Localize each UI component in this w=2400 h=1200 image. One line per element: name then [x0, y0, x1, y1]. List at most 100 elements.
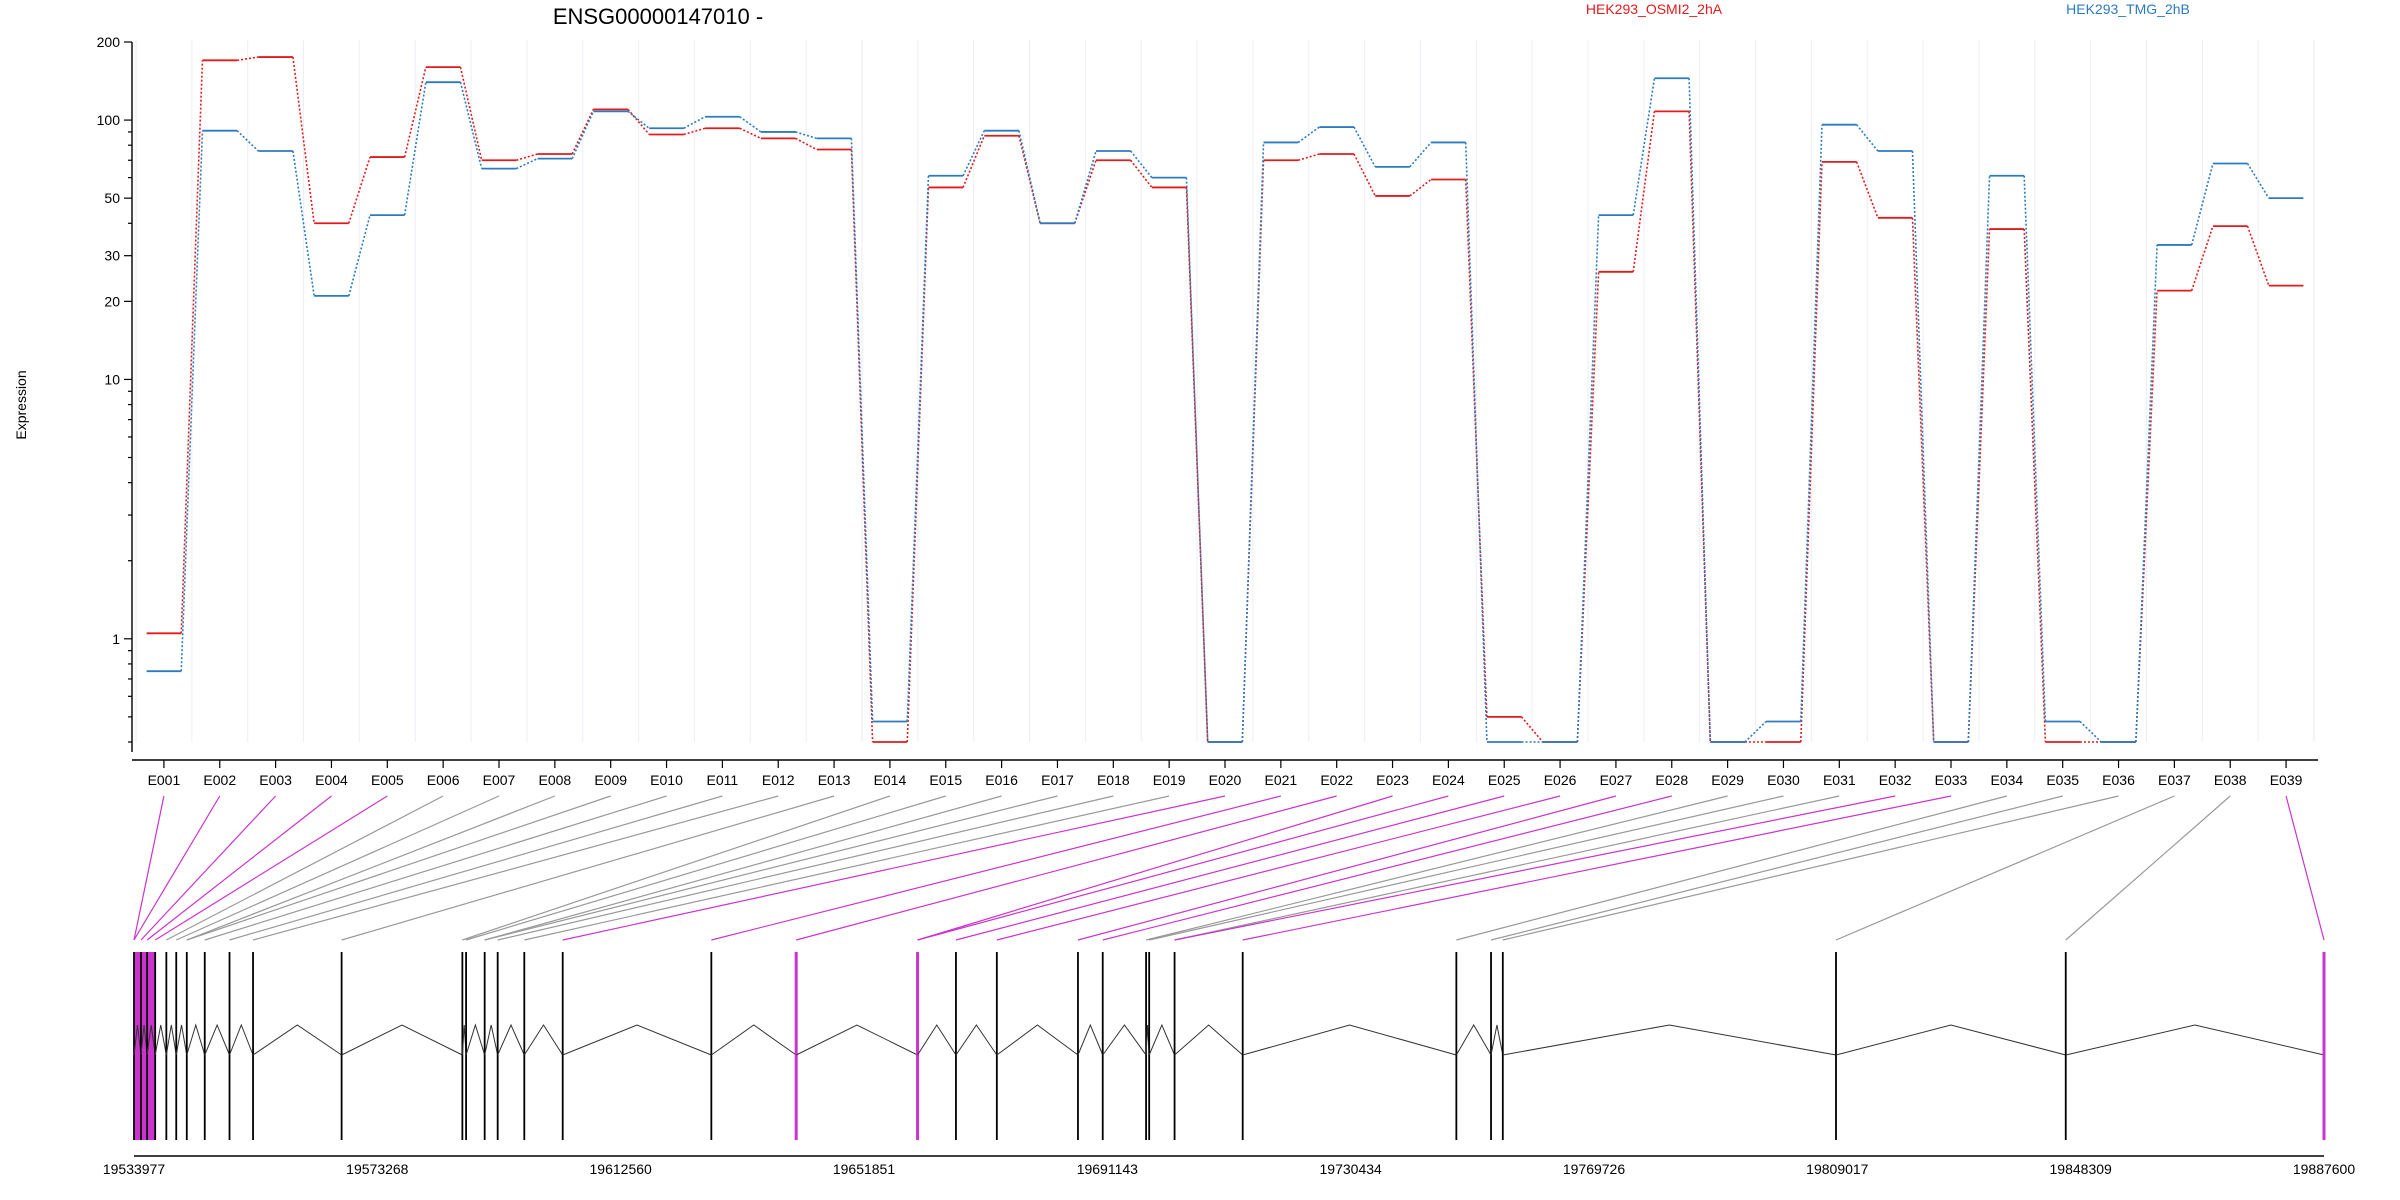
x-tick-label: E012 — [762, 772, 795, 788]
exon-connector — [484, 795, 1002, 941]
data-connector — [850, 149, 874, 743]
exon-connector — [252, 795, 779, 941]
data-connector — [2079, 720, 2102, 743]
genome-tick-label: 19809017 — [1806, 1161, 1869, 1177]
exon-connector — [176, 795, 500, 941]
data-connector — [1409, 178, 1432, 197]
x-tick-label: E036 — [2102, 772, 2135, 788]
data-connector — [2135, 244, 2158, 743]
x-tick-label: E010 — [650, 772, 683, 788]
intron-line — [484, 1024, 499, 1056]
exon-connector — [133, 795, 221, 941]
intron-line — [1102, 1024, 1147, 1056]
exon-connector — [2285, 795, 2325, 941]
x-tick-label: E030 — [1767, 772, 1800, 788]
genome-tick-label: 19730434 — [1320, 1161, 1383, 1177]
data-connector — [571, 108, 595, 155]
grid-lines — [135, 40, 2315, 742]
intron-line — [204, 1023, 230, 1056]
x-tick-label: E035 — [2046, 772, 2079, 788]
x-tick-label: E026 — [1544, 772, 1577, 788]
y-tick-label: 100 — [97, 112, 121, 128]
y-tick-label: 20 — [104, 293, 120, 309]
data-connector — [1297, 126, 1320, 144]
data-connector — [2246, 225, 2270, 286]
x-tick-label: E011 — [707, 772, 739, 788]
exon-connector — [146, 795, 332, 941]
data-connector — [2023, 229, 2047, 743]
data-connector — [1855, 124, 1879, 152]
intron-line — [1148, 1023, 1176, 1056]
data-connector — [1520, 716, 1544, 743]
exon-connector — [1456, 795, 2007, 941]
exon-connector — [917, 795, 1393, 941]
exon-connector — [204, 795, 667, 941]
exon-connector — [462, 795, 891, 941]
data-connector — [1632, 78, 1656, 216]
intron-line — [2065, 1024, 2325, 1056]
exon-connector — [955, 795, 1505, 941]
genome-tick-label: 19691143 — [1077, 1161, 1138, 1177]
data-connector — [236, 56, 259, 62]
x-tick-label: E038 — [2214, 772, 2247, 788]
genome-tick-label: 19769726 — [1563, 1161, 1626, 1177]
intron-line — [341, 1024, 463, 1056]
x-tick-label: E004 — [315, 772, 348, 788]
data-connector — [2190, 225, 2214, 291]
exon-connector — [133, 795, 165, 941]
exon-connector — [1145, 795, 1728, 941]
exon-connector — [562, 795, 1226, 941]
exon-connector — [1149, 795, 1784, 941]
intron-line — [1077, 1023, 1104, 1056]
intron-line — [229, 1023, 254, 1056]
x-tick-label: E025 — [1488, 772, 1521, 788]
intron-line — [140, 1024, 148, 1056]
data-connector — [1129, 150, 1153, 179]
genome-tick-label: 19887600 — [2293, 1161, 2356, 1177]
data-connector — [1074, 150, 1097, 224]
exon-connector — [166, 795, 444, 941]
intron-line — [146, 1024, 156, 1056]
exon-connector — [1242, 795, 1952, 941]
exon-connector — [341, 795, 835, 941]
genome-tick-label: 19573268 — [346, 1161, 409, 1177]
y-tick-label: 10 — [104, 371, 120, 387]
data-connector — [1185, 187, 1209, 743]
x-tick-label: E024 — [1432, 772, 1465, 788]
data-connector — [236, 130, 259, 152]
y-axis-label: Expression — [13, 370, 29, 439]
exon-connector — [2065, 795, 2231, 941]
data-connector — [1688, 78, 1712, 743]
exon-connector — [484, 795, 1058, 941]
exon-connector — [1077, 795, 1617, 941]
data-connector — [1855, 161, 1879, 219]
intron-line — [154, 1024, 167, 1056]
exon-connector — [1835, 795, 2175, 941]
intron-line — [1490, 1024, 1504, 1056]
x-tick-label: E001 — [148, 772, 181, 788]
exon-connector — [996, 795, 1561, 941]
data-connector — [1911, 150, 1935, 743]
intron-line — [917, 1024, 957, 1056]
data-connector — [348, 214, 371, 297]
data-connector — [1967, 175, 1991, 743]
data-connector — [571, 111, 595, 159]
data-connector — [1074, 159, 1097, 224]
x-tick-label: E034 — [1990, 772, 2023, 788]
exon-connector — [465, 795, 946, 941]
intron-line — [711, 1024, 797, 1056]
data-connector — [1744, 720, 1767, 743]
x-tick-label: E020 — [1209, 772, 1242, 788]
data-connector — [1632, 111, 1656, 272]
intron-line — [133, 1024, 142, 1056]
y-tick-label: 200 — [97, 34, 121, 50]
exon-connector — [186, 795, 556, 941]
x-tick-label: E017 — [1041, 772, 1074, 788]
intron-line — [186, 1023, 206, 1056]
exon-connector — [524, 795, 1170, 941]
series-tmg — [146, 77, 2304, 743]
x-tick-label: E013 — [818, 772, 851, 788]
data-connector — [2246, 163, 2270, 199]
genome-tick-label: 19533977 — [103, 1161, 166, 1177]
